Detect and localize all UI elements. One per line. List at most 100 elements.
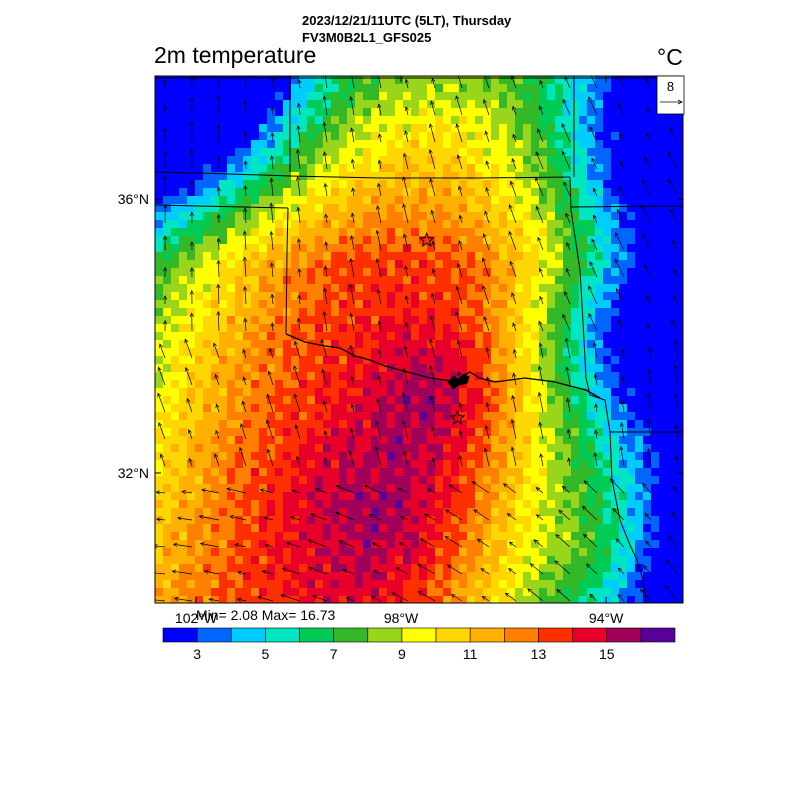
field-cell [363,420,372,429]
field-cell [635,172,644,181]
field-cell [459,164,468,173]
field-cell [243,468,252,477]
field-cell [467,100,476,109]
field-cell [283,180,292,189]
field-cell [499,276,508,285]
field-cell [411,444,420,453]
field-cell [259,116,268,125]
field-cell [371,108,380,117]
field-cell [315,412,324,421]
field-cell [411,292,420,301]
field-cell [259,492,268,501]
field-cell [579,220,588,229]
field-cell [651,516,660,525]
field-cell [299,84,308,93]
field-cell [347,532,356,541]
field-cell [339,532,348,541]
field-cell [403,524,412,533]
field-cell [395,244,404,253]
field-cell [291,588,300,597]
field-cell [499,124,508,133]
field-cell [435,500,444,509]
field-cell [227,300,236,309]
field-cell [507,468,516,477]
field-cell [435,452,444,461]
field-cell [411,276,420,285]
field-cell [547,228,556,237]
field-cell [219,324,228,333]
field-cell [227,100,236,109]
field-cell [443,388,452,397]
field-cell [403,508,412,517]
field-cell [259,156,268,165]
field-cell [547,140,556,149]
field-cell [339,340,348,349]
field-cell [555,164,564,173]
field-cell [323,420,332,429]
field-cell [211,164,220,173]
field-cell [307,500,316,509]
field-cell [467,580,476,589]
field-cell [355,444,364,453]
field-cell [203,76,212,85]
colorbar-label: 15 [599,646,615,662]
field-cell [531,252,540,261]
field-cell [323,380,332,389]
field-cell [443,468,452,477]
field-cell [323,316,332,325]
field-cell [155,444,164,453]
field-cell [627,580,636,589]
field-cell [315,404,324,413]
field-cell [523,364,532,373]
field-cell [435,100,444,109]
field-cell [475,580,484,589]
field-cell [435,508,444,517]
field-cell [595,308,604,317]
field-cell [179,348,188,357]
field-cell [259,100,268,109]
field-cell [179,436,188,445]
field-cell [251,340,260,349]
field-cell [227,460,236,469]
field-cell [539,476,548,485]
field-cell [595,100,604,109]
field-cell [491,260,500,269]
field-cell [451,140,460,149]
field-cell [299,380,308,389]
field-cell [523,532,532,541]
field-cell [539,348,548,357]
field-cell [611,348,620,357]
field-cell [275,348,284,357]
field-cell [643,500,652,509]
field-cell [315,500,324,509]
field-cell [499,260,508,269]
field-cell [579,172,588,181]
field-cell [667,372,676,381]
field-cell [515,396,524,405]
field-cell [627,388,636,397]
field-cell [523,356,532,365]
field-cell [667,500,676,509]
field-cell [363,556,372,565]
field-cell [243,444,252,453]
field-cell [387,308,396,317]
field-cell [243,516,252,525]
field-cell [203,156,212,165]
field-cell [475,276,484,285]
field-cell [427,556,436,565]
field-cell [659,260,668,269]
field-cell [523,348,532,357]
field-cell [635,484,644,493]
field-cell [499,84,508,93]
field-cell [555,316,564,325]
field-cell [235,508,244,517]
field-cell [563,84,572,93]
field-cell [163,580,172,589]
field-cell [435,292,444,301]
field-cell [331,516,340,525]
field-cell [155,164,164,173]
field-cell [307,236,316,245]
field-cell [171,500,180,509]
field-cell [155,524,164,533]
field-cell [451,172,460,181]
